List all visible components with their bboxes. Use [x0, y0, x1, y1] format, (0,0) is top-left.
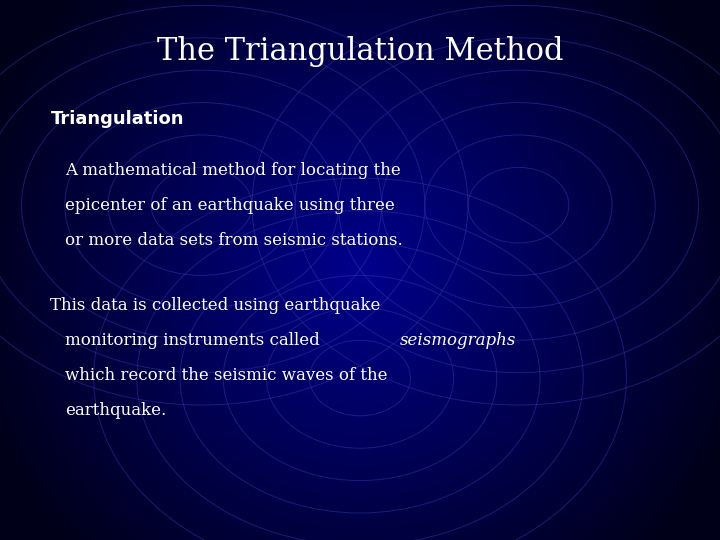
Text: The Triangulation Method: The Triangulation Method	[157, 36, 563, 67]
Text: Triangulation: Triangulation	[50, 110, 184, 128]
Text: seismographs: seismographs	[400, 332, 517, 349]
Text: earthquake.: earthquake.	[65, 402, 166, 419]
Text: which record the seismic waves of the: which record the seismic waves of the	[65, 367, 387, 384]
Text: epicenter of an earthquake using three: epicenter of an earthquake using three	[65, 197, 395, 214]
Text: or more data sets from seismic stations.: or more data sets from seismic stations.	[65, 232, 402, 249]
Text: This data is collected using earthquake: This data is collected using earthquake	[50, 296, 381, 314]
Text: A mathematical method for locating the: A mathematical method for locating the	[65, 161, 400, 179]
Text: monitoring instruments called: monitoring instruments called	[65, 332, 325, 349]
